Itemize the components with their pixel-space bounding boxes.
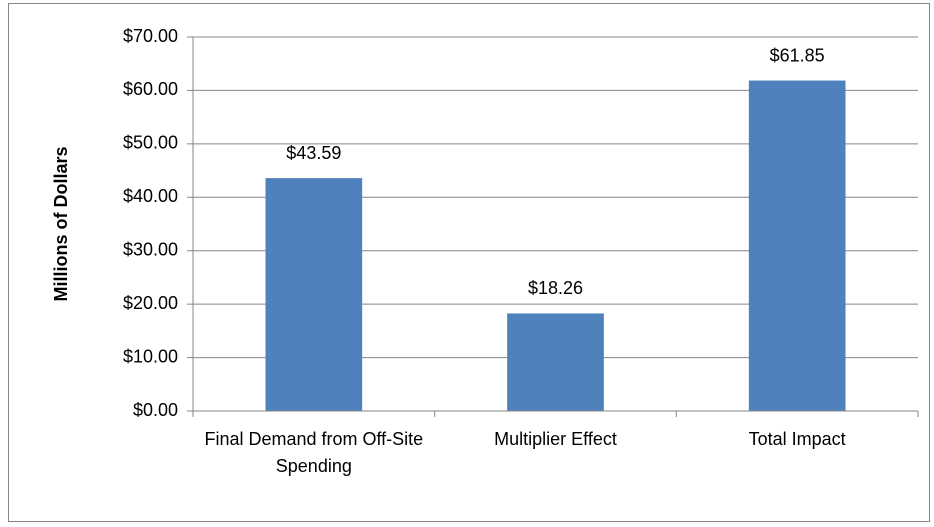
y-axis-label: Millions of Dollars xyxy=(51,146,71,301)
x-tick-label: Final Demand from Off-Site Spending xyxy=(204,429,424,476)
x-tick-label: Total Impact xyxy=(748,429,846,449)
bar xyxy=(507,313,604,411)
y-tick-label: $0.00 xyxy=(133,400,178,420)
y-tick-label: $70.00 xyxy=(123,26,178,46)
y-tick-label: $40.00 xyxy=(123,186,178,206)
y-tick-label: $10.00 xyxy=(123,346,178,366)
x-tick-label: Multiplier Effect xyxy=(494,429,617,449)
y-tick-label: $20.00 xyxy=(123,293,178,313)
bar xyxy=(748,80,846,412)
data-label: $18.26 xyxy=(528,278,583,298)
y-tick-label: $60.00 xyxy=(123,79,178,99)
bar xyxy=(265,178,363,411)
y-tick-label: $30.00 xyxy=(123,239,178,259)
data-label: $61.85 xyxy=(770,45,825,65)
data-label: $43.59 xyxy=(286,143,341,163)
y-tick-label: $50.00 xyxy=(123,133,178,153)
